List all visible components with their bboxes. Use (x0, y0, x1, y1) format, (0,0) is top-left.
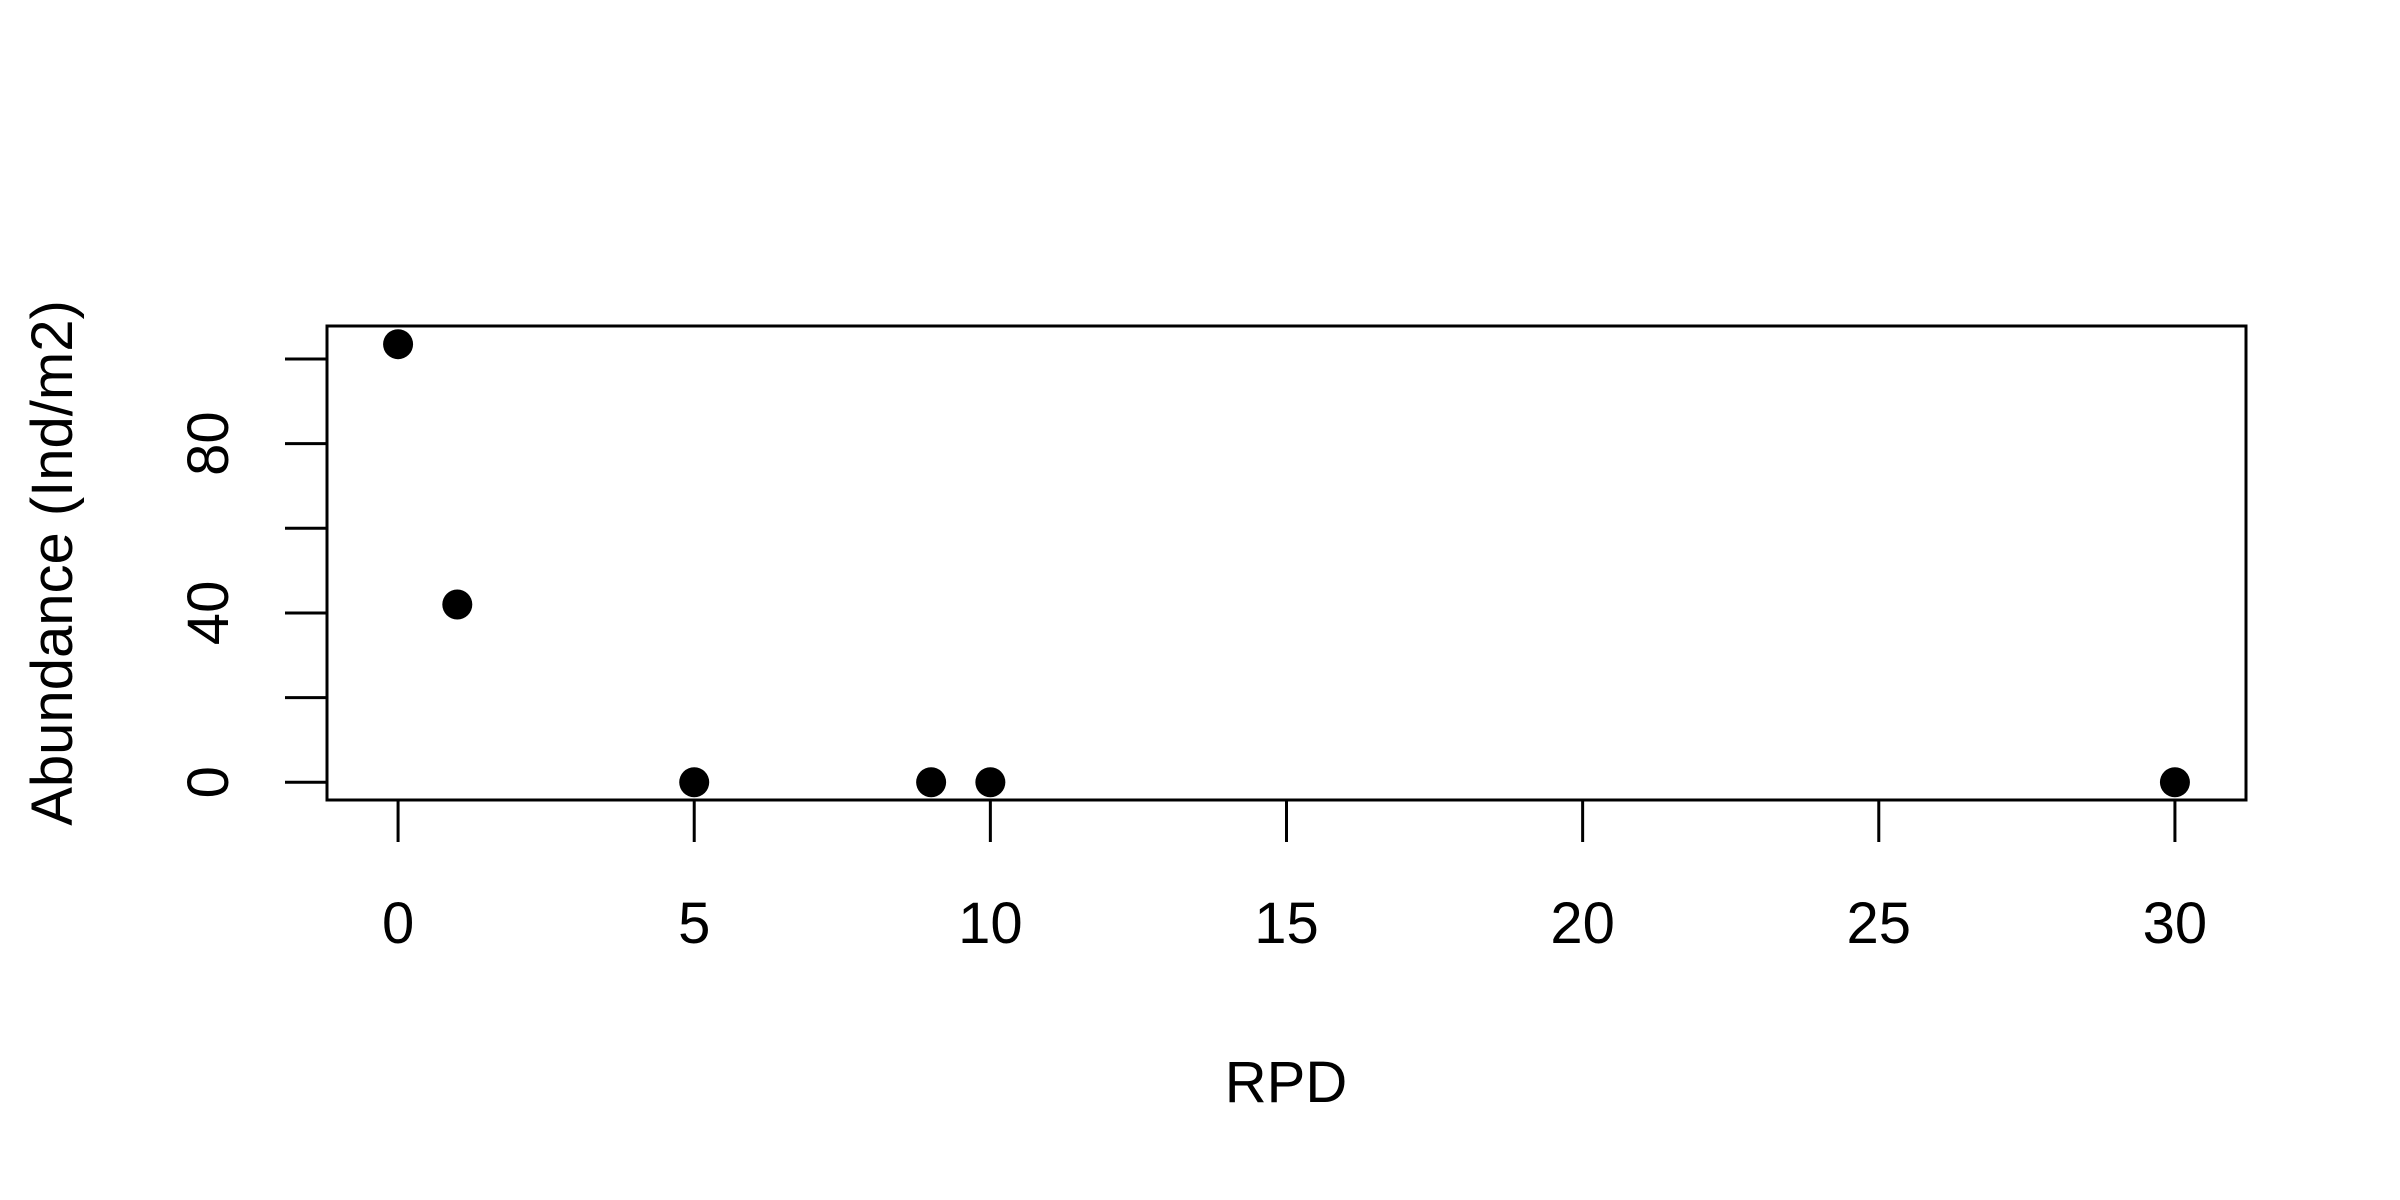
y-tick-label: 40 (176, 581, 241, 646)
y-tick-label: 80 (176, 411, 241, 476)
data-point (679, 767, 710, 798)
y-axis: 0 40 80 (176, 357, 329, 798)
x-tick-label: 20 (1550, 891, 1615, 956)
x-tick-label: 10 (958, 891, 1023, 956)
x-axis: 0 5 10 15 20 25 30 (382, 798, 2208, 956)
x-tick-label: 30 (2143, 891, 2208, 956)
plot-frame (325, 324, 2248, 802)
y-tick-label: 0 (176, 766, 241, 798)
x-axis-label: RPD (1225, 1050, 1347, 1115)
x-tick-label: 25 (1847, 891, 1912, 956)
data-point (975, 767, 1006, 798)
data-point (442, 589, 473, 620)
x-tick-label: 5 (678, 891, 710, 956)
data-point (2159, 767, 2190, 798)
data-point (916, 767, 947, 798)
x-tick-label: 15 (1254, 891, 1319, 956)
x-tick-label: 0 (382, 891, 414, 956)
data-point (383, 329, 414, 360)
y-axis-label: Abundance (Ind/m2) (20, 300, 85, 826)
data-points (383, 329, 2190, 798)
